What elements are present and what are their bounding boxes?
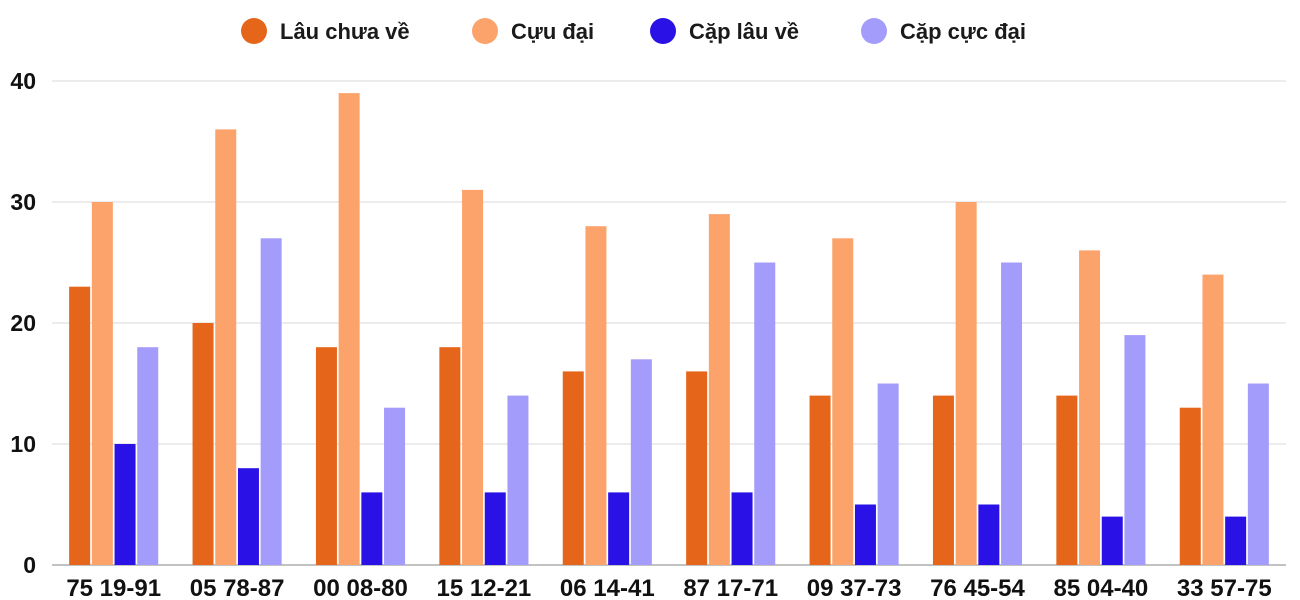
y-tick-label: 30 bbox=[10, 189, 36, 215]
legend: Lâu chưa về Cựu đại Cặp lâu về Cặp cực đại bbox=[241, 18, 1026, 44]
legend-swatch bbox=[241, 18, 267, 44]
y-tick-label: 20 bbox=[10, 310, 36, 336]
bar bbox=[585, 226, 607, 565]
legend-swatch bbox=[472, 18, 498, 44]
bar bbox=[1124, 335, 1146, 565]
bar bbox=[384, 407, 406, 565]
legend-item: Lâu chưa về bbox=[241, 18, 410, 44]
bar bbox=[215, 129, 237, 565]
bar bbox=[69, 286, 91, 565]
bar bbox=[338, 93, 360, 565]
bar bbox=[1056, 395, 1078, 565]
x-category-label: 00 08-80 bbox=[313, 575, 408, 600]
legend-swatch bbox=[861, 18, 887, 44]
bar bbox=[462, 189, 484, 565]
bar bbox=[608, 492, 630, 565]
bar bbox=[708, 214, 730, 565]
bar bbox=[260, 238, 282, 566]
bar bbox=[978, 504, 1000, 565]
bar bbox=[686, 371, 708, 565]
bar bbox=[854, 504, 876, 565]
bar bbox=[137, 347, 159, 565]
bar bbox=[955, 202, 977, 565]
bar bbox=[731, 492, 753, 565]
bar bbox=[237, 468, 259, 565]
bar bbox=[315, 347, 337, 565]
bar bbox=[484, 492, 506, 565]
bar bbox=[1202, 274, 1224, 565]
bar bbox=[1247, 383, 1269, 565]
bar bbox=[1179, 407, 1201, 565]
bar bbox=[562, 371, 584, 565]
bar bbox=[361, 492, 383, 565]
x-category-label: 85 04-40 bbox=[1054, 575, 1149, 600]
bars bbox=[69, 93, 1269, 566]
legend-label: Cựu đại bbox=[511, 19, 594, 44]
legend-swatch bbox=[650, 18, 676, 44]
bar bbox=[1001, 262, 1023, 565]
legend-item: Cặp cực đại bbox=[861, 18, 1026, 44]
bar bbox=[91, 202, 113, 565]
bar bbox=[832, 238, 854, 566]
bar bbox=[932, 395, 954, 565]
bar bbox=[809, 395, 831, 565]
x-category-label: 05 78-87 bbox=[190, 575, 285, 600]
bar bbox=[507, 395, 529, 565]
bar bbox=[754, 262, 776, 565]
bar bbox=[114, 444, 136, 565]
legend-label: Lâu chưa về bbox=[280, 19, 410, 44]
bar bbox=[1225, 516, 1247, 565]
legend-item: Cặp lâu về bbox=[650, 18, 799, 44]
y-tick-label: 0 bbox=[23, 552, 36, 578]
y-tick-label: 10 bbox=[10, 431, 36, 457]
bar bbox=[630, 359, 652, 565]
x-category-label: 87 17-71 bbox=[683, 575, 778, 600]
bar bbox=[192, 323, 214, 565]
x-category-label: 76 45-54 bbox=[930, 575, 1025, 600]
y-tick-label: 40 bbox=[10, 68, 36, 94]
legend-label: Cặp lâu về bbox=[689, 19, 799, 44]
legend-item: Cựu đại bbox=[472, 18, 594, 44]
bar bbox=[1101, 516, 1123, 565]
bar bbox=[439, 347, 461, 565]
bar bbox=[1079, 250, 1101, 565]
x-category-label: 75 19-91 bbox=[66, 575, 161, 600]
x-category-label: 33 57-75 bbox=[1177, 575, 1272, 600]
x-axis-categories: 75 19-91 05 78-87 00 08-80 15 12-21 06 14-41… bbox=[66, 575, 1271, 600]
x-category-label: 06 14-41 bbox=[560, 575, 655, 600]
y-axis-ticks: 0 10 20 30 40 bbox=[10, 68, 36, 578]
legend-label: Cặp cực đại bbox=[900, 19, 1026, 44]
gridlines bbox=[52, 80, 1286, 566]
bar bbox=[877, 383, 899, 565]
x-category-label: 09 37-73 bbox=[807, 575, 902, 600]
x-category-label: 15 12-21 bbox=[437, 575, 532, 600]
